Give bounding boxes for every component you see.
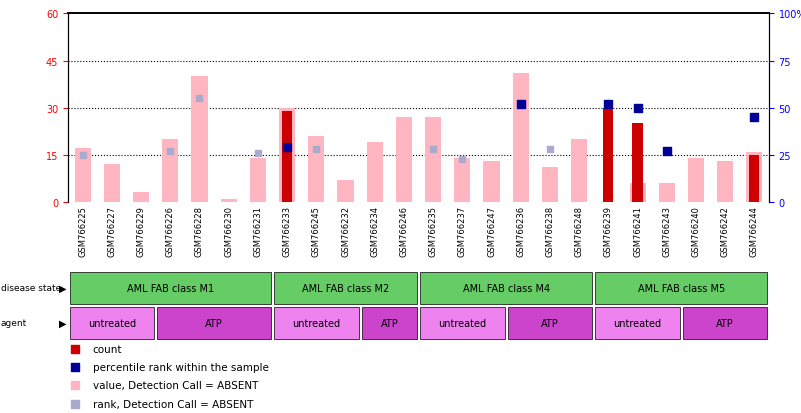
Bar xyxy=(337,180,353,202)
Text: GSM766240: GSM766240 xyxy=(691,206,700,256)
Bar xyxy=(104,165,120,202)
Text: GSM766248: GSM766248 xyxy=(574,206,584,256)
Text: GSM766242: GSM766242 xyxy=(721,206,730,256)
Bar xyxy=(361,307,417,339)
Bar xyxy=(279,108,295,202)
Text: untreated: untreated xyxy=(438,318,486,328)
Bar xyxy=(688,159,704,202)
Bar xyxy=(274,272,417,304)
Text: GSM766243: GSM766243 xyxy=(662,206,671,256)
Text: GSM766226: GSM766226 xyxy=(166,206,175,256)
Text: GSM766229: GSM766229 xyxy=(137,206,146,256)
Text: GSM766244: GSM766244 xyxy=(750,206,759,256)
Text: GSM766225: GSM766225 xyxy=(78,206,87,256)
Bar xyxy=(282,112,292,202)
Bar xyxy=(367,143,383,202)
Point xyxy=(280,145,293,151)
Text: GSM766247: GSM766247 xyxy=(487,206,496,256)
Point xyxy=(514,101,527,108)
Text: GSM766227: GSM766227 xyxy=(107,206,116,256)
Text: untreated: untreated xyxy=(614,318,662,328)
Text: count: count xyxy=(93,344,122,354)
Text: percentile rank within the sample: percentile rank within the sample xyxy=(93,363,268,373)
Text: agent: agent xyxy=(1,319,27,328)
Text: GSM766241: GSM766241 xyxy=(633,206,642,256)
Bar xyxy=(163,140,179,202)
Bar xyxy=(484,161,500,202)
Text: GSM766231: GSM766231 xyxy=(253,206,263,256)
Text: AML FAB class M5: AML FAB class M5 xyxy=(638,283,725,293)
Text: GSM766245: GSM766245 xyxy=(312,206,321,256)
Bar xyxy=(220,199,237,202)
Bar xyxy=(308,137,324,202)
Bar xyxy=(717,161,733,202)
Point xyxy=(544,147,557,153)
Bar xyxy=(658,183,674,202)
Text: disease state: disease state xyxy=(1,284,61,292)
Text: GSM766235: GSM766235 xyxy=(429,206,437,256)
Point xyxy=(660,148,673,155)
Bar xyxy=(513,74,529,202)
Bar xyxy=(749,155,759,202)
Text: AML FAB class M4: AML FAB class M4 xyxy=(462,283,549,293)
Bar xyxy=(630,183,646,202)
Bar xyxy=(70,272,271,304)
Bar xyxy=(74,149,91,202)
Text: rank, Detection Call = ABSENT: rank, Detection Call = ABSENT xyxy=(93,399,253,408)
Text: GSM766230: GSM766230 xyxy=(224,206,233,256)
Text: ▶: ▶ xyxy=(58,283,66,293)
Text: GSM766233: GSM766233 xyxy=(283,206,292,257)
Text: AML FAB class M2: AML FAB class M2 xyxy=(302,283,389,293)
Point xyxy=(164,148,177,155)
Bar xyxy=(420,307,505,339)
Bar xyxy=(633,124,642,202)
Text: GSM766234: GSM766234 xyxy=(370,206,379,256)
Text: ATP: ATP xyxy=(716,318,734,328)
Bar xyxy=(542,168,558,202)
Point xyxy=(476,288,489,295)
Bar xyxy=(571,140,587,202)
Text: ATP: ATP xyxy=(380,318,398,328)
Point xyxy=(631,105,644,112)
Point xyxy=(76,152,89,159)
Text: GSM766228: GSM766228 xyxy=(195,206,204,256)
Bar xyxy=(595,307,680,339)
Text: GSM766239: GSM766239 xyxy=(604,206,613,256)
Text: GSM766232: GSM766232 xyxy=(341,206,350,256)
Bar xyxy=(396,118,412,202)
Bar xyxy=(157,307,271,339)
Point xyxy=(602,101,614,108)
Point xyxy=(748,114,761,121)
Bar xyxy=(425,118,441,202)
Text: AML FAB class M1: AML FAB class M1 xyxy=(127,283,214,293)
Bar xyxy=(747,152,763,202)
Bar xyxy=(274,307,359,339)
Bar xyxy=(191,77,207,202)
Bar xyxy=(682,307,767,339)
Text: ▶: ▶ xyxy=(58,318,66,328)
Text: ATP: ATP xyxy=(205,318,223,328)
Point xyxy=(456,156,469,162)
Text: GSM766246: GSM766246 xyxy=(400,206,409,256)
Bar xyxy=(250,159,266,202)
Text: GSM766237: GSM766237 xyxy=(458,206,467,257)
Text: value, Detection Call = ABSENT: value, Detection Call = ABSENT xyxy=(93,380,258,391)
Point xyxy=(310,147,323,153)
Point xyxy=(193,96,206,102)
Bar xyxy=(70,307,155,339)
Bar xyxy=(133,193,149,202)
Text: GSM766238: GSM766238 xyxy=(545,206,554,257)
Bar xyxy=(595,272,767,304)
Text: ATP: ATP xyxy=(541,318,559,328)
Bar xyxy=(508,307,592,339)
Point xyxy=(427,147,440,153)
Point xyxy=(476,124,489,131)
Text: untreated: untreated xyxy=(292,318,340,328)
Point xyxy=(252,150,264,157)
Bar xyxy=(420,272,592,304)
Bar xyxy=(454,159,470,202)
Text: GSM766236: GSM766236 xyxy=(516,206,525,257)
Bar xyxy=(603,108,614,202)
Text: untreated: untreated xyxy=(88,318,136,328)
